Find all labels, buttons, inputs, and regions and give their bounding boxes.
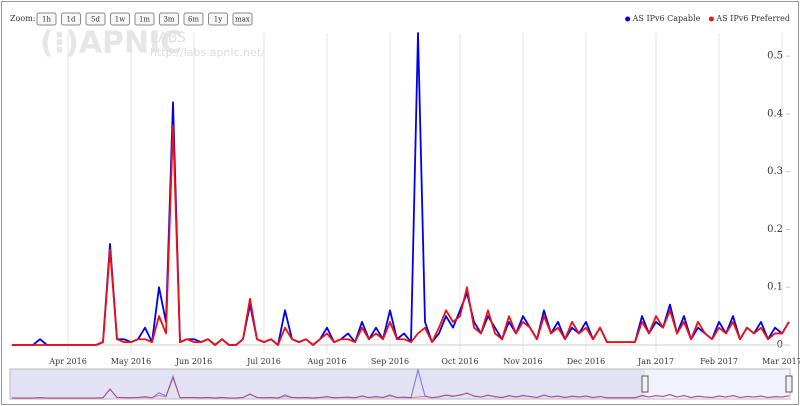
x-tick-label: Sep 2016 xyxy=(371,357,409,366)
y-tick-label: 0.3 xyxy=(767,166,783,177)
navigator-handle[interactable] xyxy=(785,375,793,393)
zoom-button[interactable]: 5d xyxy=(85,12,106,26)
zoom-button-box[interactable] xyxy=(85,12,106,26)
zoom-button-box[interactable] xyxy=(110,12,130,26)
x-tick-label: Nov 2016 xyxy=(503,357,542,366)
x-tick-label: Mar 2017 xyxy=(762,357,800,366)
series-line xyxy=(12,32,790,346)
navigator-handle[interactable] xyxy=(641,375,649,393)
zoom-button-box[interactable] xyxy=(208,12,228,26)
zoom-button-box[interactable] xyxy=(134,12,155,26)
zoom-button[interactable]: 1h xyxy=(36,12,57,26)
x-tick-label: Jun 2016 xyxy=(175,357,212,366)
legend-label: AS IPv6 Preferred xyxy=(715,14,790,23)
zoom-button-label[interactable]: 3m xyxy=(163,16,174,24)
series-line xyxy=(12,124,790,346)
legend-marker xyxy=(625,16,631,22)
watermark-brand: (⁝)APNIC xyxy=(40,26,182,61)
zoom-button[interactable]: max xyxy=(232,12,253,26)
zoom-button[interactable]: 1w xyxy=(110,12,130,26)
y-tick-label: 0.2 xyxy=(767,224,783,235)
legend-marker xyxy=(708,16,714,22)
zoom-button-label[interactable]: max xyxy=(235,16,250,24)
legend-label: AS IPv6 Capable xyxy=(632,14,701,23)
y-tick-label: 0.4 xyxy=(767,108,783,119)
navigator xyxy=(9,368,791,400)
zoom-label: Zoom: xyxy=(10,14,35,23)
x-tick-label: Dec 2016 xyxy=(567,357,606,366)
zoom-button[interactable]: 1m xyxy=(134,12,155,26)
watermark-url: http://labs.apnic.net/ xyxy=(150,46,265,59)
zoom-button-label[interactable]: 1y xyxy=(214,16,222,24)
zoom-button-label[interactable]: 1h xyxy=(42,16,51,24)
x-tick-label: Jul 2016 xyxy=(246,357,281,366)
zoom-button[interactable]: 3m xyxy=(159,12,179,26)
x-tick-label: Jan 2017 xyxy=(637,357,674,366)
zoom-button-box[interactable] xyxy=(36,12,57,26)
x-tick-label: Feb 2017 xyxy=(700,357,738,366)
zoom-button-label[interactable]: 1w xyxy=(115,16,125,24)
y-tick-label: 0.1 xyxy=(767,282,783,293)
navigator-mask xyxy=(10,369,645,399)
zoom-button-label[interactable]: 1m xyxy=(139,16,150,24)
y-tick-label: 0.5 xyxy=(767,51,783,62)
x-tick-label: Oct 2016 xyxy=(441,357,478,366)
zoom-button-label[interactable]: 5d xyxy=(91,16,100,24)
watermark-sub: LABS xyxy=(150,30,186,46)
zoom-button[interactable]: 1d xyxy=(61,12,81,26)
zoom-button-box[interactable] xyxy=(232,12,253,26)
navigator-line xyxy=(12,376,790,399)
zoom-button[interactable]: 1y xyxy=(208,12,228,26)
x-tick-label: May 2016 xyxy=(111,357,151,366)
zoom-button[interactable]: 6m xyxy=(183,12,204,26)
zoom-button-box[interactable] xyxy=(183,12,204,26)
zoom-button-box[interactable] xyxy=(159,12,179,26)
zoom-button-box[interactable] xyxy=(61,12,81,26)
zoom-button-label[interactable]: 6m xyxy=(188,16,199,24)
x-tick-label: Apr 2016 xyxy=(48,357,87,366)
zoom-button-label[interactable]: 1d xyxy=(67,16,76,24)
x-tick-label: Aug 2016 xyxy=(307,357,347,366)
